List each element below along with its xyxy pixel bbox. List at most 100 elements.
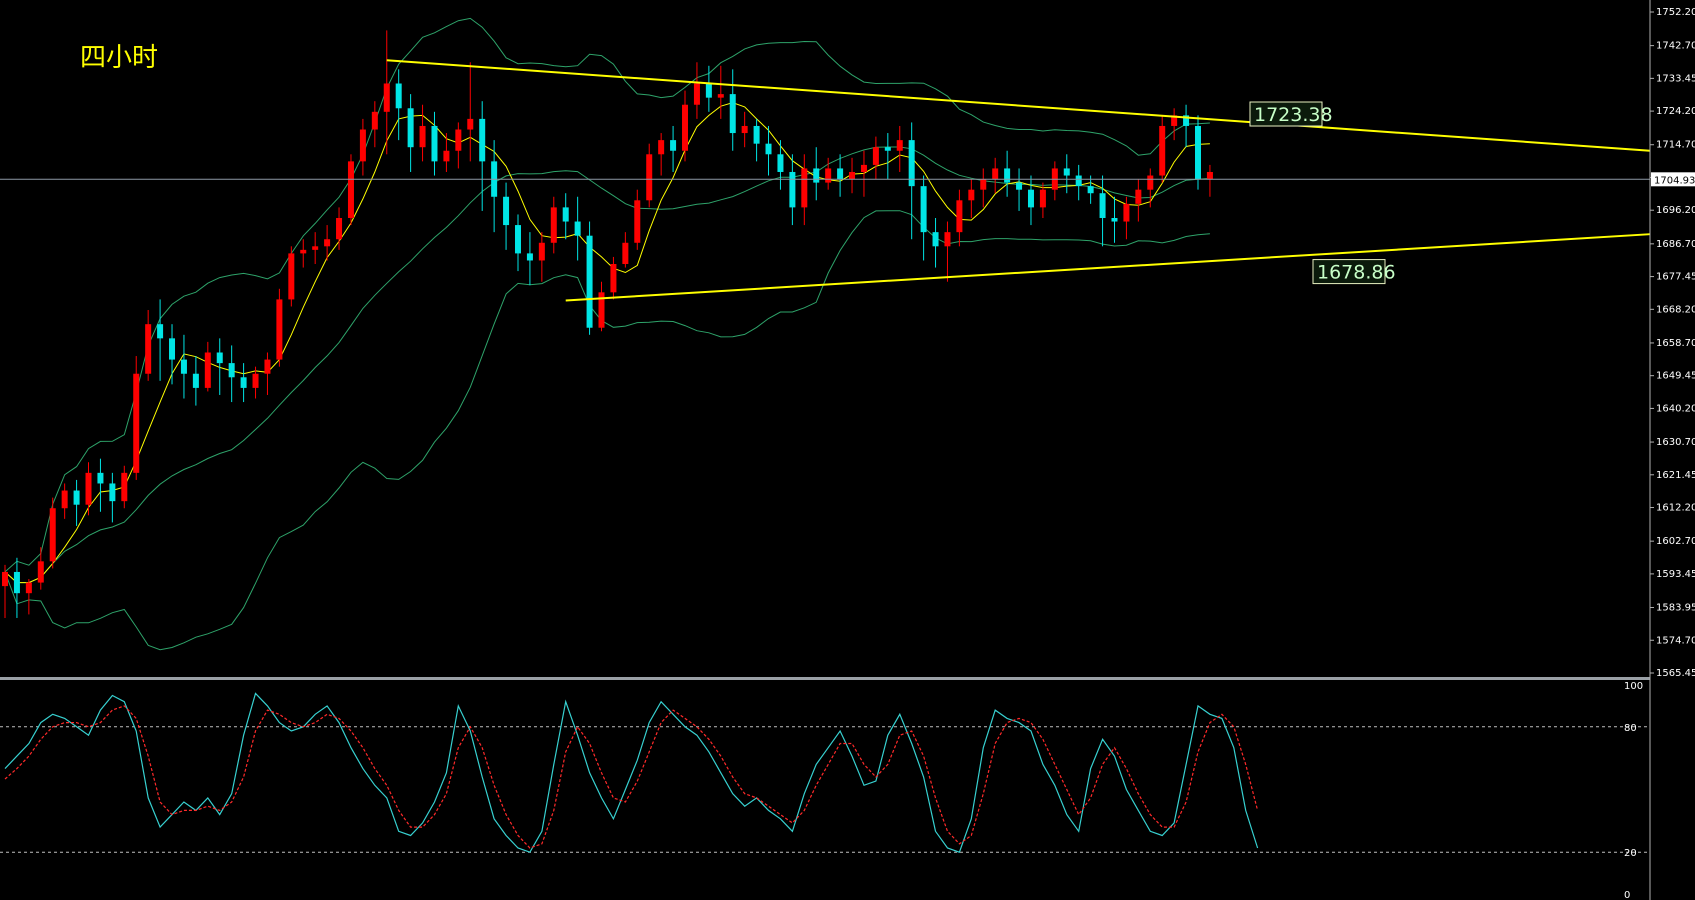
- candle[interactable]: [968, 179, 975, 218]
- candle[interactable]: [717, 65, 724, 119]
- candle[interactable]: [61, 483, 68, 519]
- candle[interactable]: [419, 104, 426, 162]
- candle[interactable]: [1171, 108, 1178, 141]
- candle[interactable]: [1135, 179, 1142, 222]
- candle[interactable]: [682, 90, 689, 162]
- candle[interactable]: [1063, 154, 1070, 194]
- candle[interactable]: [157, 299, 164, 381]
- candle[interactable]: [1087, 175, 1094, 204]
- candle[interactable]: [503, 182, 510, 250]
- candle[interactable]: [670, 125, 677, 172]
- candle[interactable]: [789, 154, 796, 226]
- support-trendline[interactable]: [565, 233, 1651, 302]
- candle[interactable]: [872, 136, 879, 180]
- candle[interactable]: [729, 69, 736, 151]
- candle[interactable]: [753, 118, 760, 162]
- candle[interactable]: [276, 288, 283, 367]
- candle[interactable]: [145, 310, 152, 381]
- candle[interactable]: [216, 338, 223, 395]
- candle[interactable]: [240, 363, 247, 403]
- candle[interactable]: [312, 232, 319, 265]
- price-callout[interactable]: 1723.38: [1249, 101, 1333, 127]
- candle[interactable]: [837, 154, 844, 197]
- candle[interactable]: [25, 579, 32, 615]
- candle[interactable]: [264, 352, 271, 395]
- main-panel[interactable]: 1723.38 1678.86: [0, 17, 1651, 680]
- candle[interactable]: [825, 157, 832, 190]
- candle[interactable]: [336, 207, 343, 250]
- candle[interactable]: [586, 221, 593, 335]
- candle[interactable]: [526, 232, 533, 286]
- candle[interactable]: [443, 133, 450, 172]
- candle[interactable]: [1004, 150, 1011, 197]
- candle[interactable]: [121, 465, 128, 509]
- candle[interactable]: [228, 345, 235, 403]
- candle[interactable]: [1195, 115, 1201, 190]
- candle[interactable]: [908, 122, 915, 240]
- candle[interactable]: [324, 225, 331, 261]
- candle[interactable]: [634, 189, 641, 250]
- candle[interactable]: [85, 462, 92, 516]
- candle[interactable]: [801, 154, 808, 226]
- candle[interactable]: [562, 193, 569, 240]
- candle[interactable]: [371, 101, 378, 148]
- candle[interactable]: [479, 101, 486, 211]
- candle[interactable]: [658, 133, 665, 176]
- candle[interactable]: [133, 356, 140, 480]
- candle[interactable]: [1123, 196, 1130, 240]
- oscillator-panel[interactable]: [0, 692, 1650, 853]
- candle[interactable]: [1111, 196, 1118, 243]
- candle[interactable]: [73, 479, 80, 526]
- candle[interactable]: [884, 133, 891, 180]
- candle[interactable]: [13, 557, 20, 618]
- candle[interactable]: [944, 221, 951, 282]
- candle[interactable]: [407, 94, 414, 172]
- candle[interactable]: [777, 140, 784, 190]
- candle[interactable]: [896, 125, 903, 172]
- candle[interactable]: [97, 458, 104, 512]
- candle[interactable]: [2, 564, 8, 618]
- candle[interactable]: [932, 217, 939, 268]
- candle[interactable]: [467, 62, 474, 162]
- candle[interactable]: [705, 65, 712, 112]
- candle[interactable]: [37, 547, 44, 590]
- candle[interactable]: [1159, 115, 1166, 183]
- candle[interactable]: [300, 239, 307, 268]
- candle[interactable]: [920, 175, 927, 261]
- candle[interactable]: [455, 122, 462, 169]
- candle[interactable]: [693, 62, 700, 119]
- candle[interactable]: [1099, 175, 1106, 247]
- candle[interactable]: [1183, 104, 1190, 148]
- candle[interactable]: [514, 214, 521, 272]
- candle[interactable]: [192, 356, 199, 406]
- candle[interactable]: [395, 69, 402, 141]
- candle[interactable]: [169, 324, 176, 385]
- candle[interactable]: [180, 334, 187, 399]
- candle[interactable]: [347, 154, 354, 226]
- candle[interactable]: [956, 189, 963, 247]
- candle[interactable]: [359, 118, 366, 176]
- candle[interactable]: [431, 111, 438, 176]
- candle[interactable]: [252, 366, 259, 399]
- price-callout[interactable]: 1678.86: [1312, 259, 1396, 285]
- candle[interactable]: [646, 143, 653, 208]
- candle[interactable]: [204, 341, 211, 392]
- candle[interactable]: [288, 246, 295, 307]
- candle[interactable]: [1147, 168, 1154, 208]
- candle[interactable]: [598, 281, 605, 332]
- candle[interactable]: [1075, 164, 1082, 201]
- resistance-trendline[interactable]: [386, 59, 1651, 152]
- candle[interactable]: [992, 157, 999, 194]
- candle[interactable]: [538, 232, 545, 282]
- candle[interactable]: [849, 157, 856, 194]
- candle[interactable]: [1027, 175, 1034, 226]
- candle[interactable]: [610, 256, 617, 300]
- candle[interactable]: [980, 168, 987, 208]
- candle[interactable]: [860, 150, 867, 197]
- candle[interactable]: [765, 125, 772, 176]
- candle[interactable]: [383, 30, 390, 155]
- candle[interactable]: [741, 111, 748, 148]
- candle[interactable]: [550, 196, 557, 254]
- candle[interactable]: [813, 147, 820, 201]
